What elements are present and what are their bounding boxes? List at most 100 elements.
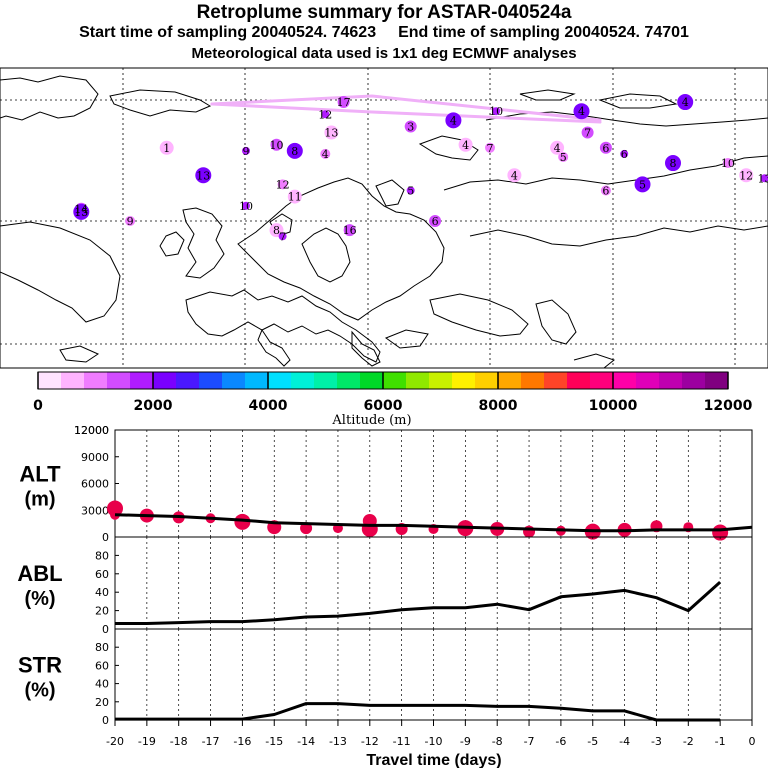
map-cluster-label: 12 [276,178,290,191]
map-dot [599,141,612,154]
x-tick-label: -19 [138,735,156,748]
map-cluster-label: 5 [560,151,567,164]
map-cluster-label: 10 [239,200,253,213]
y-tick-label: 12000 [74,424,109,437]
colorbar-segment [222,372,246,389]
map-dot [677,94,694,111]
y-tick-label: 20 [95,696,109,709]
colorbar-segment [245,372,269,389]
map-cluster-label: 11 [288,191,302,204]
series-line-alt [114,513,753,533]
map-dot [507,168,522,183]
x-tick-label: -17 [202,735,220,748]
map-cluster-label: 13 [758,172,768,185]
colorbar-segment [406,372,430,389]
colorbar-segment [176,372,200,389]
map-graticule [0,68,768,368]
map-dot [458,137,473,152]
map-cluster-label: 13 [324,127,338,140]
y-tick-label: 0 [102,531,109,544]
map-cluster-label: 8 [273,224,280,237]
colorbar-tick-label: 4000 [249,398,288,414]
y-tick-label: 80 [95,641,109,654]
x-tick-label: -20 [106,735,124,748]
map-cluster-label: 5 [639,178,646,191]
map-dot [320,148,331,159]
colorbar-segment [38,372,62,389]
colorbar-segment [337,372,361,389]
map-dot [286,142,303,159]
y-tick-label: 20 [95,605,109,618]
x-axis: Travel time (days) -20 -19 -18 -17 -16 -15 -14… [106,720,756,768]
colorbar-segment [613,372,637,389]
x-tick-label: -9 [460,735,471,748]
y-tick-label: 0 [102,714,109,727]
x-tick-label: -3 [651,735,662,748]
map-cluster-label: 12 [739,169,753,182]
map-dot [242,146,250,155]
colorbar-segment [84,372,108,389]
map-dot [620,149,629,158]
x-tick-label: -16 [233,735,251,748]
colorbar-segment [130,372,154,389]
map-dot [159,140,174,155]
x-tick-label: -11 [393,735,411,748]
map-cluster-label: 14 [74,203,88,216]
colorbar-segment [544,372,568,389]
map-cluster-label: 3 [407,120,414,133]
x-tick-label: -10 [425,735,443,748]
colorbar-segment [429,372,453,389]
map-cluster-label: 6 [432,215,439,228]
map-dot [324,125,339,140]
map-dot [406,186,415,195]
x-tick-label: -8 [492,735,503,748]
map-cluster-label: 10 [721,157,735,170]
chart-title: Retroplume summary for ASTAR-040524a [196,2,572,23]
timeseries-panels: 03000600090001200012000ALT(m)020406080AB… [17,424,753,727]
colorbar-segment [291,372,315,389]
map-dots [73,94,768,241]
map-dot [665,155,681,172]
colorbar-segment [199,372,223,389]
x-tick-label: -18 [170,735,188,748]
map-dot [125,216,136,226]
map-cluster-label: 13 [196,169,210,182]
colorbar-segment [475,372,499,389]
map-dot [634,176,651,193]
map-cluster-label: 1 [163,142,170,155]
y-tick-label: 60 [95,568,109,581]
map-labels: 2224191084131234741074546681012136564561… [74,96,768,243]
panel-ylabel-units: (m) [24,489,55,511]
map-dot [485,142,495,153]
map-cluster-label: 4 [450,114,457,127]
trajectory-path [210,94,602,124]
alt-data-point [234,513,251,530]
colorbar-segment [452,372,476,389]
colorbar-segment [659,372,683,389]
coastlines [0,75,768,369]
map-cluster-label: 7 [487,142,494,155]
map-dot [722,158,733,169]
colorbar-segment [521,372,545,389]
panel-ylabel: ALT [19,462,61,487]
map-cluster-label: 12 [318,108,332,121]
y-tick-label: 6000 [81,478,109,491]
colorbar-segment [682,372,706,389]
sampling-times: Start time of sampling 20040524. 74623 En… [0,24,768,42]
map-panel: 2224191084131234741074546681012136564561… [0,67,768,369]
panel-abl: 0 20 40 60 80 ABL(%) [17,536,753,636]
map-dot [760,174,768,183]
colorbar-tick-label: 8000 [479,398,518,414]
map-cluster-label: 10 [489,105,503,118]
colorbar-tick-label: 10000 [589,398,638,414]
map-cluster-label: 4 [578,105,585,118]
series-line-str [115,702,721,722]
colorbar-segment [61,372,85,389]
y-tick-label: 9000 [81,451,109,464]
map-dot [581,126,594,139]
x-tick-label: -1 [715,735,726,748]
map-cluster-label: 4 [462,139,469,152]
colorbar-segment [383,372,407,389]
map-cluster-label: 9 [243,145,250,158]
map-cluster-label: 8 [670,157,677,170]
